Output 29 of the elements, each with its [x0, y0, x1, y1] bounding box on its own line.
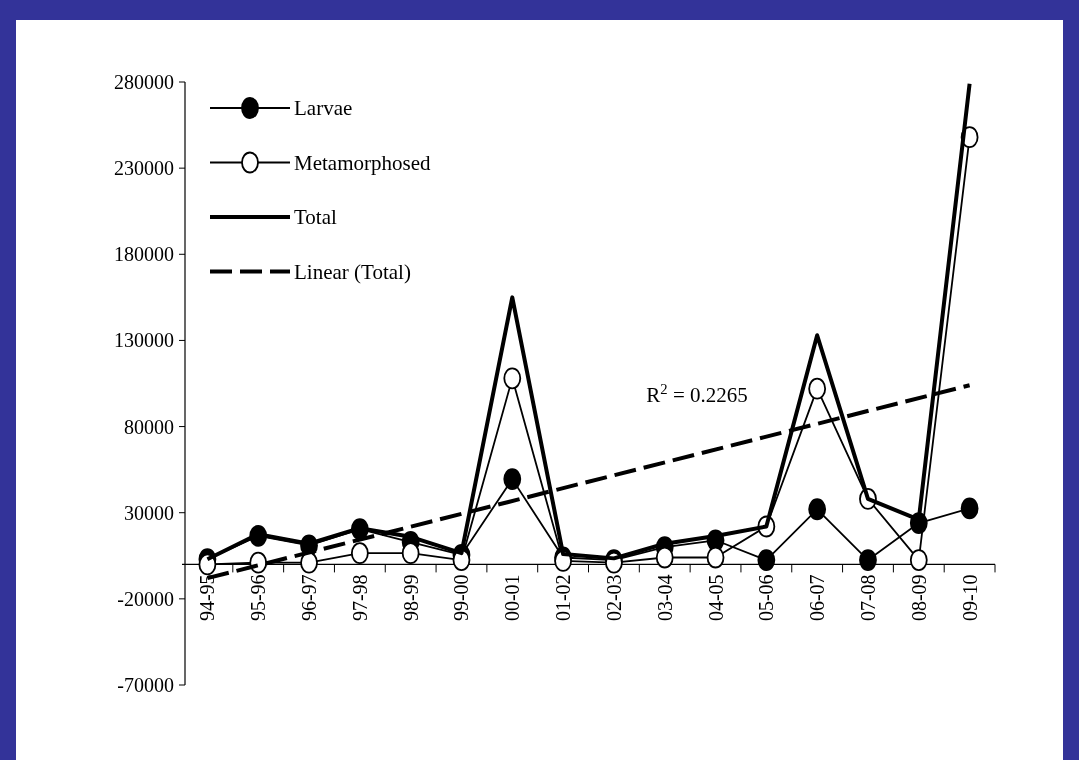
- x-tick-label: 95-96: [247, 574, 270, 622]
- x-tick-label: 04-05: [704, 574, 727, 622]
- x-tick-label: 08-09: [907, 574, 930, 622]
- x-tick-label: 00-01: [501, 574, 524, 622]
- y-tick-label: -20000: [117, 587, 174, 610]
- x-tick-label: 98-99: [399, 574, 422, 622]
- x-tick-label: 05-06: [755, 574, 778, 622]
- x-tick-label: 01-02: [552, 574, 575, 622]
- x-tick-label: 96-97: [298, 574, 321, 622]
- y-tick-label: 130000: [114, 329, 174, 352]
- y-tick-label: 230000: [114, 157, 174, 180]
- x-tick-label: 97-98: [348, 574, 371, 622]
- y-tick-label: -70000: [117, 674, 174, 696]
- x-tick-label: 02-03: [602, 574, 625, 622]
- x-tick-label: 99-00: [450, 574, 473, 622]
- y-tick-label: 30000: [124, 501, 174, 524]
- legend-label: Total: [294, 205, 338, 230]
- x-tick-label: 06-07: [806, 574, 829, 622]
- x-tick-label: 09-10: [958, 574, 981, 622]
- legend-label: Metamorphosed: [294, 150, 431, 175]
- y-tick-label: 80000: [124, 415, 174, 438]
- y-tick-label: 180000: [114, 243, 174, 266]
- legend-label: Linear (Total): [294, 259, 411, 284]
- x-tick-label: 94-95: [196, 574, 219, 622]
- y-tick-label: 280000: [114, 71, 174, 93]
- x-tick-label: 03-04: [653, 574, 676, 622]
- legend-label: Larvae: [294, 96, 353, 121]
- x-tick-label: 07-08: [856, 574, 879, 622]
- annotation: R$^{2}$ = 0.2265: [646, 381, 748, 407]
